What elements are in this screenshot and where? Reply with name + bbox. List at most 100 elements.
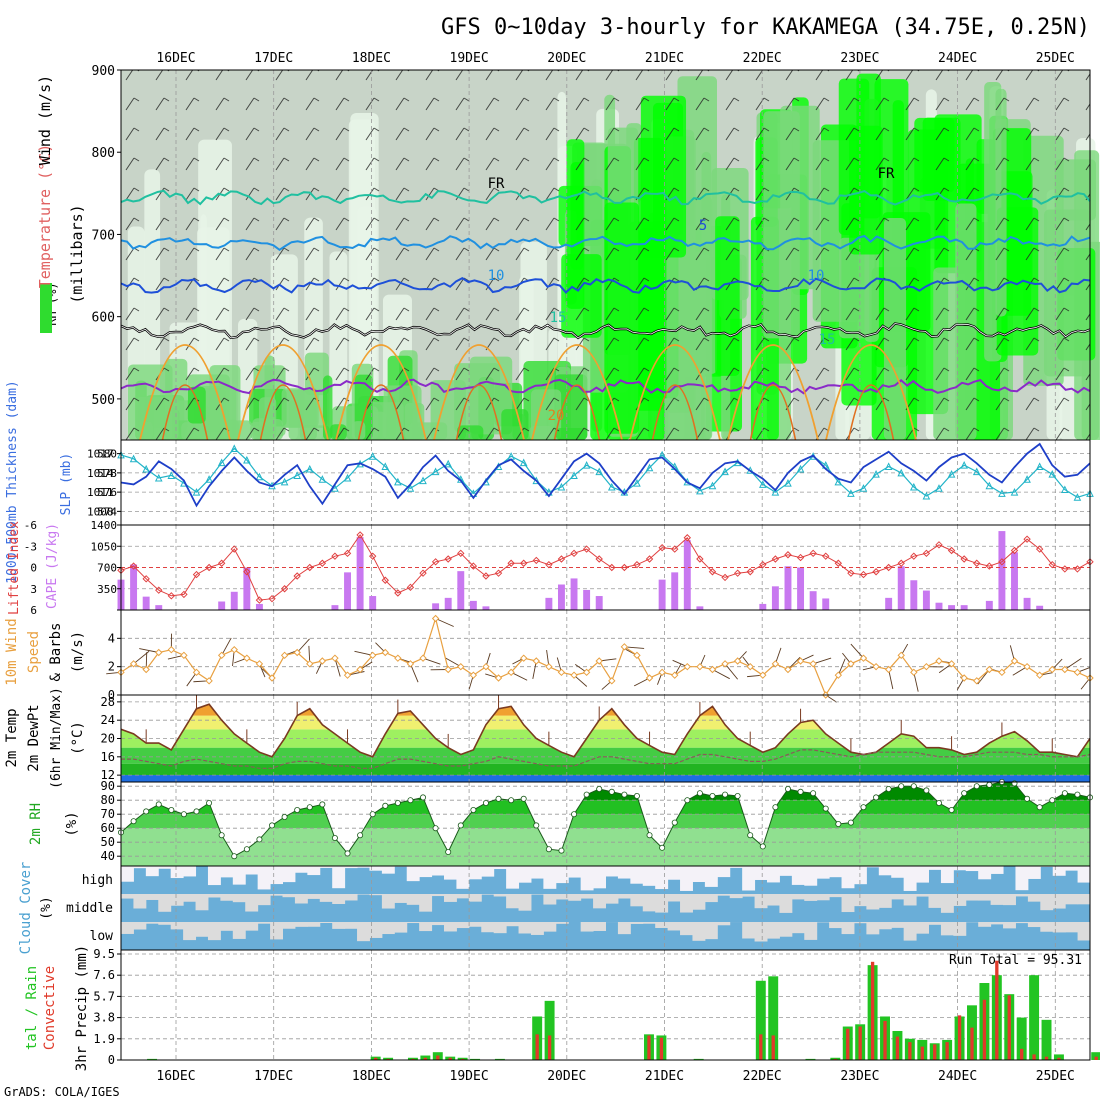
cloud-cover-cell	[767, 894, 780, 906]
cloud-cover-cell	[668, 894, 681, 901]
precip-convective-bar	[1032, 1054, 1035, 1060]
wind-speed-marker	[810, 661, 816, 667]
contour-label: 15	[550, 310, 567, 326]
rh-marker	[1075, 792, 1080, 797]
precip-total-bar	[1029, 975, 1039, 1060]
wind10-panel-frame	[121, 610, 1090, 695]
contour-label: 5	[699, 218, 707, 234]
cloud-cover-cell	[519, 866, 532, 883]
cloud-cover-cell	[407, 922, 420, 923]
cloud-cover-cell	[717, 866, 730, 877]
cloud-cover-cell	[842, 922, 855, 934]
cloud-cover-cell	[543, 894, 556, 905]
cloud-cover-cell	[1078, 894, 1091, 904]
rh-marker	[861, 805, 866, 810]
cloud-cover-cell	[432, 922, 445, 925]
cloud-cover-cell	[1065, 922, 1078, 932]
cape-bar	[256, 604, 263, 610]
precip-convective-bar	[436, 1056, 439, 1060]
cloud-cover-cell	[382, 894, 395, 909]
rh-marker	[785, 786, 790, 791]
rh-marker	[899, 784, 904, 789]
temp-band	[121, 716, 1090, 730]
cloud-cover-cell	[804, 866, 817, 886]
rh-marker	[131, 819, 136, 824]
cape-tick-label: 1050	[91, 540, 118, 553]
rh-marker	[962, 791, 967, 796]
cloud-cover-cell	[655, 894, 668, 913]
cloud-cover-cell	[692, 866, 705, 882]
cloud-cover-cell	[519, 894, 532, 911]
wind-speed-line	[121, 619, 1090, 696]
cape-bar	[923, 591, 930, 610]
date-label: 24DEC	[938, 1069, 977, 1084]
precip-convective-bar	[983, 1000, 986, 1060]
cloud-cover-cell	[692, 894, 705, 910]
cape-bar	[936, 603, 943, 610]
cloud-cover-cell	[171, 922, 184, 929]
cloud-cover-cell	[643, 922, 656, 924]
cloud-cover-cell	[258, 894, 271, 905]
cloud-cover-cell	[208, 922, 221, 940]
wind-barb	[1065, 658, 1082, 669]
cloud-cover-cell	[929, 894, 942, 908]
rh-marker	[534, 823, 539, 828]
cape-bar	[596, 596, 603, 610]
rh-marker	[206, 800, 211, 805]
cape-bar	[571, 578, 578, 610]
cloud-cover-cell	[953, 922, 966, 936]
rh2m-axis-label-unit: (%)	[64, 811, 80, 836]
cape-bar	[898, 566, 905, 610]
temp-tick-label: 24	[101, 713, 115, 727]
cloud-cover-cell	[978, 894, 991, 901]
cloud-cover-cell	[692, 922, 705, 941]
cloud-axis-label: Cloud Cover	[18, 862, 34, 955]
cape-bar	[948, 605, 955, 610]
cloud-cover-cell	[929, 866, 942, 870]
cloud-cover-cell	[755, 894, 768, 908]
cloud-cover-cell	[991, 922, 1004, 924]
cloud-cover-cell	[345, 894, 358, 900]
precip-convective-bar	[933, 1044, 936, 1060]
rh-marker	[697, 791, 702, 796]
cloud-cover-cell	[568, 866, 581, 878]
cloud-cover-cell	[779, 922, 792, 937]
wind-speed-marker	[647, 675, 653, 681]
rh-marker	[496, 796, 501, 801]
cloud-cover-cell	[618, 894, 631, 899]
date-label: 21DEC	[645, 1069, 684, 1084]
run-total-label: Run Total = 95.31	[949, 953, 1082, 968]
cloud-cover-cell	[208, 866, 221, 885]
cloud-cover-cell	[506, 866, 519, 889]
cloud-cover-cell	[307, 894, 320, 899]
cloud-cover-cell	[146, 866, 159, 876]
cloud-cover-cell	[171, 866, 184, 878]
cloud-cover-cell	[394, 922, 407, 933]
cape-bar	[797, 568, 804, 611]
cape-bar	[998, 531, 1005, 610]
cloud-cover-cell	[208, 894, 221, 897]
cloud-cover-cell	[1065, 894, 1078, 904]
rh-marker	[332, 835, 337, 840]
precip-convective-bar	[908, 1042, 911, 1060]
contour-label: 10	[488, 268, 505, 284]
precip-tick-label: 5.7	[93, 989, 115, 1003]
cloud-level-label: high	[82, 873, 113, 888]
rh-marker	[257, 837, 262, 842]
cloud-cover-cell	[817, 866, 830, 879]
cape-bar	[470, 601, 477, 610]
rh-marker	[748, 833, 753, 838]
rh-marker	[735, 793, 740, 798]
slp-tick-label: 1008	[87, 505, 114, 518]
rh-marker	[848, 820, 853, 825]
cloud-cover-cell	[444, 866, 457, 880]
rh-marker	[521, 796, 526, 801]
cloud-cover-cell	[1028, 894, 1041, 902]
cloud-cover-cell	[792, 866, 805, 885]
cloud-cover-cell	[705, 922, 718, 939]
rh-marker	[685, 798, 690, 803]
cape-bar	[143, 597, 150, 610]
rh-marker	[974, 784, 979, 789]
cloud-cover-cell	[158, 894, 171, 912]
date-label: 19DEC	[450, 51, 489, 66]
